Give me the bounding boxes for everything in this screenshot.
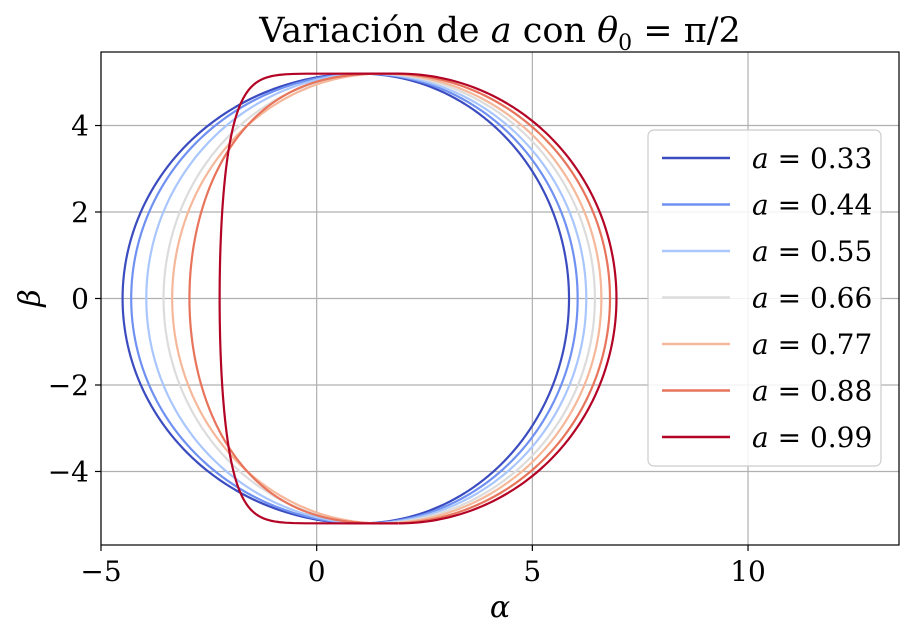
legend-label: a = 0.77 [752,328,872,361]
x-tick-label: −5 [80,555,121,588]
x-tick-label: 10 [730,555,766,588]
y-tick-label: 4 [71,110,89,143]
legend-label: a = 0.88 [752,375,872,408]
y-tick-label: 2 [71,196,89,229]
x-tick-label: 0 [308,555,326,588]
x-tick-label: 5 [523,555,541,588]
axis-ticks: −5 0 5 10 −4 −2 0 2 4 [48,110,766,588]
legend-label: a = 0.66 [752,282,872,315]
legend-label: a = 0.55 [752,235,872,268]
legend-label: a = 0.99 [752,421,872,454]
y-tick-label: −4 [48,455,89,488]
y-axis-label: β [13,289,48,307]
legend-box [647,129,882,467]
y-tick-label: −2 [48,369,89,402]
legend-label: a = 0.44 [752,189,872,222]
y-tick-label: 0 [71,283,89,316]
legend: a = 0.33 a = 0.44 a = 0.55 a = 0.66 a = 0.77… [647,129,882,467]
chart-title: Variación de a con θ0 = π/2 [258,11,741,56]
series-line-a-0-99 [218,72,618,525]
x-axis-label: α [490,590,510,625]
series-lines [121,72,618,525]
legend-label: a = 0.33 [752,142,872,175]
